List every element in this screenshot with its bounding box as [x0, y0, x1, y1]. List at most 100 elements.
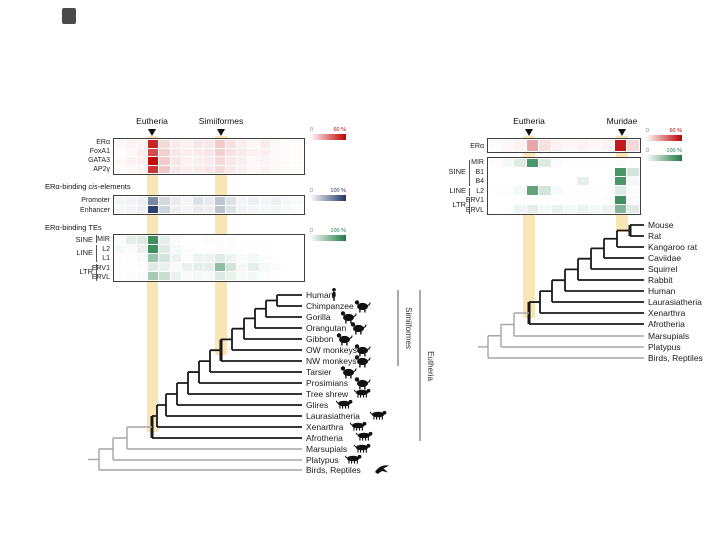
heatmap-cell — [526, 186, 539, 195]
heatmap-cell — [270, 140, 281, 148]
heatmap-cell — [159, 245, 170, 253]
heatmap-cell — [539, 195, 551, 204]
heatmap-cell — [292, 254, 303, 262]
heatmap-cell — [192, 165, 203, 173]
heatmap-cell — [181, 205, 192, 213]
nw-monkeys-silhouette — [354, 354, 371, 369]
heatmap-cell — [237, 140, 248, 148]
heatmap-cell — [170, 165, 181, 173]
heatmap-cell — [226, 254, 237, 262]
heatmap-cell — [115, 205, 126, 213]
er-heatmap-right — [487, 138, 641, 153]
heatmap-cell — [281, 236, 292, 244]
muridae-marker-icon — [617, 129, 626, 136]
heatmap-cell — [259, 148, 270, 156]
heatmap-cell — [514, 204, 526, 213]
heatmap-cell — [226, 236, 237, 244]
heatmap-cell — [589, 204, 602, 213]
tree-leaf-label: Afrotheria — [648, 319, 685, 329]
clade-label-muridae: Muridae — [606, 116, 638, 126]
tree-leaf-label: Laurasiatheria — [648, 297, 702, 307]
heatmap-cell — [514, 195, 526, 204]
tree-leaf-label: Gibbon — [306, 334, 334, 344]
heatmap-cell — [148, 148, 159, 156]
heatmap-cell — [215, 148, 226, 156]
heatmap-cell — [192, 236, 203, 244]
simiiformes-marker-icon — [216, 129, 225, 136]
row-label-enhancer: Enhancer — [80, 206, 110, 214]
heatmap-cell — [564, 186, 577, 195]
eutheria-highlight-band-left — [146, 136, 158, 432]
legend-red-left: 0 60 % — [310, 127, 346, 140]
heatmap-cell — [203, 157, 215, 165]
heatmap-cell — [564, 159, 577, 168]
heatmap-cell — [551, 159, 564, 168]
heatmap-cell — [602, 204, 614, 213]
heatmap-cell — [237, 148, 248, 156]
heatmap-cell — [215, 254, 226, 262]
heatmap-cell — [292, 140, 303, 148]
heatmap-cell — [501, 168, 514, 177]
heatmap-cell — [551, 140, 564, 151]
heatmap-cell — [137, 272, 148, 280]
line-bracket-right — [469, 188, 470, 196]
row-label-era: ERα — [96, 139, 110, 146]
heatmap-cell — [577, 159, 589, 168]
heatmap-cell — [170, 197, 181, 205]
heatmap-cell — [501, 204, 514, 213]
tree-leaf-label: Afrotheria — [306, 433, 343, 443]
heatmap-cell — [237, 165, 248, 173]
heatmap-cell — [226, 165, 237, 173]
heatmap-cell — [137, 165, 148, 173]
heatmap-cell — [237, 263, 248, 271]
heatmap-cell — [237, 272, 248, 280]
row-label-b4: B4 — [475, 178, 484, 186]
row-label-gata3: GATA3 — [88, 157, 110, 164]
heatmap-cell — [614, 140, 627, 151]
heatmap-cell — [181, 148, 192, 156]
heatmap-cell — [192, 254, 203, 262]
eutheria-marker-icon-right — [525, 129, 533, 136]
heatmap-cell — [115, 140, 126, 148]
heatmap-cell — [126, 197, 137, 205]
heatmap-cell — [270, 236, 281, 244]
heatmap-cell — [170, 157, 181, 165]
heatmap-cell — [237, 205, 248, 213]
heatmap-cell — [126, 148, 137, 156]
heatmap-cell — [539, 204, 551, 213]
eutheria-bracket-label: Eutheria — [426, 351, 435, 381]
tree-leaf-label: Laurasiatheria — [306, 411, 360, 421]
heatmap-cell — [292, 205, 303, 213]
ow-monkeys-silhouette — [354, 343, 371, 358]
heatmap-cell — [627, 195, 639, 204]
row-label-foxa1: FoxA1 — [89, 148, 110, 155]
tree-leaf-label: Human — [306, 290, 334, 300]
right-tree-basal-branches — [478, 312, 644, 359]
cis-elements-title: ERα-binding cis-elements — [45, 182, 131, 191]
heatmap-cell — [215, 140, 226, 148]
heatmap-cell — [215, 245, 226, 253]
heatmap-cell — [137, 140, 148, 148]
heatmap-cell — [115, 197, 126, 205]
heatmap-cell — [203, 148, 215, 156]
heatmap-cell — [627, 177, 639, 186]
clade-label-eutheria-right: Eutheria — [513, 116, 545, 126]
heatmap-cell — [627, 186, 639, 195]
heatmap-cell — [602, 140, 614, 151]
cis-heatmap — [113, 195, 305, 215]
corner-artifact — [62, 8, 76, 24]
heatmap-cell — [614, 195, 627, 204]
heatmap-cell — [539, 140, 551, 151]
legend-min: 0 — [310, 188, 314, 194]
sine-bracket-right — [469, 160, 470, 186]
heatmap-cell — [489, 186, 501, 195]
heatmap-cell — [203, 197, 215, 205]
heatmap-cell — [226, 148, 237, 156]
legend-green-left: 0 100 % — [310, 228, 346, 241]
heatmap-cell — [259, 205, 270, 213]
heatmap-cell — [259, 140, 270, 148]
heatmap-cell — [159, 205, 170, 213]
heatmap-cell — [259, 236, 270, 244]
heatmap-cell — [192, 205, 203, 213]
heatmap-cell — [614, 186, 627, 195]
